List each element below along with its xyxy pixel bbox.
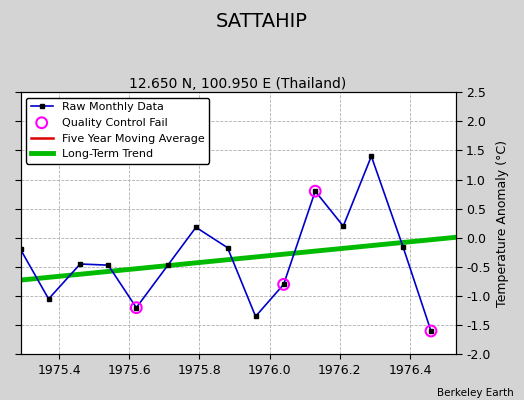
Raw Monthly Data: [253, 314, 259, 319]
Raw Monthly Data: [224, 245, 231, 250]
Raw Monthly Data: [368, 154, 375, 159]
Raw Monthly Data: [400, 244, 406, 249]
Text: SATTAHIP: SATTAHIP: [216, 12, 308, 31]
Raw Monthly Data: [133, 305, 139, 310]
Y-axis label: Temperature Anomaly (°C): Temperature Anomaly (°C): [496, 140, 509, 307]
Raw Monthly Data: [312, 189, 319, 194]
Quality Control Fail: [311, 188, 320, 194]
Raw Monthly Data: [105, 263, 112, 268]
Raw Monthly Data: [340, 224, 346, 228]
Text: Berkeley Earth: Berkeley Earth: [437, 388, 514, 398]
Raw Monthly Data: [77, 262, 83, 266]
Raw Monthly Data: [46, 296, 52, 301]
Raw Monthly Data: [428, 328, 434, 333]
Title: 12.650 N, 100.950 E (Thailand): 12.650 N, 100.950 E (Thailand): [129, 77, 347, 91]
Line: Raw Monthly Data: Raw Monthly Data: [18, 154, 433, 334]
Raw Monthly Data: [165, 263, 171, 268]
Legend: Raw Monthly Data, Quality Control Fail, Five Year Moving Average, Long-Term Tren: Raw Monthly Data, Quality Control Fail, …: [26, 98, 209, 164]
Quality Control Fail: [279, 281, 288, 288]
Quality Control Fail: [132, 304, 140, 311]
Quality Control Fail: [427, 328, 435, 334]
Raw Monthly Data: [280, 282, 287, 287]
Raw Monthly Data: [193, 225, 199, 230]
Raw Monthly Data: [17, 247, 24, 252]
